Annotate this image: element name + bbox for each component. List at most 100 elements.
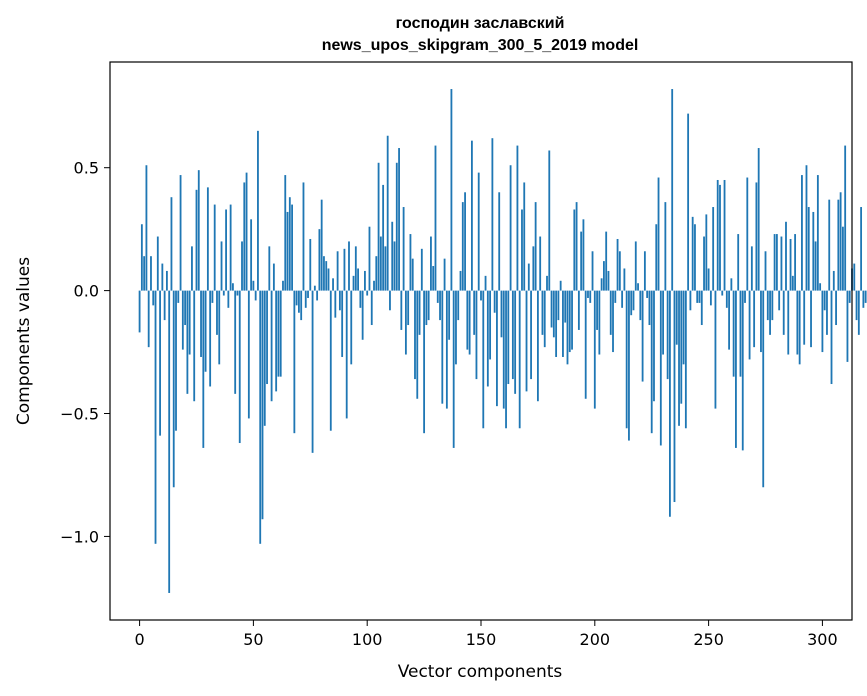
bar-209 [614,290,617,303]
bar-186 [562,290,564,357]
bar-119 [409,234,412,291]
bar-244 [694,224,696,291]
x-tick-label: 250 [693,630,724,649]
bar-69 [295,290,298,306]
bar-102 [370,290,373,326]
bar-300 [821,290,824,353]
bar-37 [222,290,225,296]
bar-263 [737,234,740,291]
bar-172 [530,290,532,380]
bar-311 [846,290,849,362]
bar-154 [489,290,492,360]
bar-241 [687,113,690,291]
bar-167 [518,290,521,429]
bar-106 [379,236,382,291]
bar-110 [389,290,391,311]
bar-269 [750,246,753,291]
bar-80 [320,199,323,291]
bar-236 [675,290,678,345]
bar-152 [484,275,487,291]
bar-5 [150,256,152,291]
bar-127 [427,290,430,321]
bar-65 [286,211,289,291]
bar-60 [275,290,278,392]
bar-123 [418,290,421,335]
bar-294 [807,207,810,291]
bar-290 [798,290,801,365]
bar-145 [468,290,471,355]
bar-39 [227,290,230,308]
bar-35 [218,290,221,365]
y-tick-label: 0.0 [74,282,99,301]
bar-122 [416,290,419,399]
bar-63 [282,280,284,291]
bar-24 [193,290,196,402]
bar-190 [571,290,573,350]
bar-91 [345,290,348,419]
bar-302 [826,290,828,335]
y-axis: 0.5 0.0 −0.5 −1.0 [60,159,110,546]
bar-265 [741,290,744,451]
bar-211 [618,251,621,291]
y-tick-label: 0.5 [74,159,99,178]
bar-183 [555,290,558,357]
bar-276 [766,290,769,321]
bar-258 [725,290,728,308]
bar-146 [470,140,473,291]
bar-125 [423,290,426,434]
bar-219 [637,283,639,291]
bar-298 [816,175,819,291]
bar-164 [511,290,514,380]
x-axis: 0 50 100 150 200 250 300 [134,620,838,649]
bar-160 [502,290,505,409]
x-tick-label: 150 [466,630,497,649]
bar-71 [300,290,303,321]
bar-40 [229,204,232,291]
bar-224 [648,290,651,326]
bar-279 [773,234,776,291]
bar-161 [505,290,507,429]
x-tick-label: 0 [134,630,144,649]
bar-239 [682,290,685,365]
bar-266 [744,290,746,303]
bar-187 [564,290,567,323]
bar-64 [284,175,287,291]
chart-title-line1: господин заславский [396,15,565,32]
bar-217 [632,290,635,311]
bar-291 [801,175,803,291]
bar-253 [714,290,717,409]
bar-36 [220,241,223,291]
bar-179 [546,275,548,291]
x-axis-label: Vector components [398,662,563,682]
bar-49 [250,219,253,291]
bar-15 [172,290,175,488]
bar-84 [329,290,332,431]
bar-17 [177,290,180,303]
bar-96 [357,268,359,291]
bar-131 [436,290,439,303]
bar-191 [573,209,576,291]
bar-206 [607,270,610,291]
bar-284 [785,221,787,291]
bar-53 [259,290,262,544]
bar-129 [432,266,435,291]
bar-135 [445,290,448,409]
bar-226 [653,290,655,402]
bar-192 [575,202,578,291]
bar-54 [261,290,264,520]
bar-44 [238,290,241,444]
bar-155 [491,138,494,291]
bar-293 [805,165,808,291]
bar-6 [152,290,155,306]
bar-138 [452,290,455,448]
bar-260 [730,278,733,291]
bar-285 [787,290,790,355]
bar-222 [643,251,646,291]
bar-180 [548,150,551,291]
bar-251 [709,290,712,306]
bar-316 [857,290,860,335]
bar-153 [486,290,489,387]
bar-50 [252,280,255,291]
bar-272 [757,148,760,291]
